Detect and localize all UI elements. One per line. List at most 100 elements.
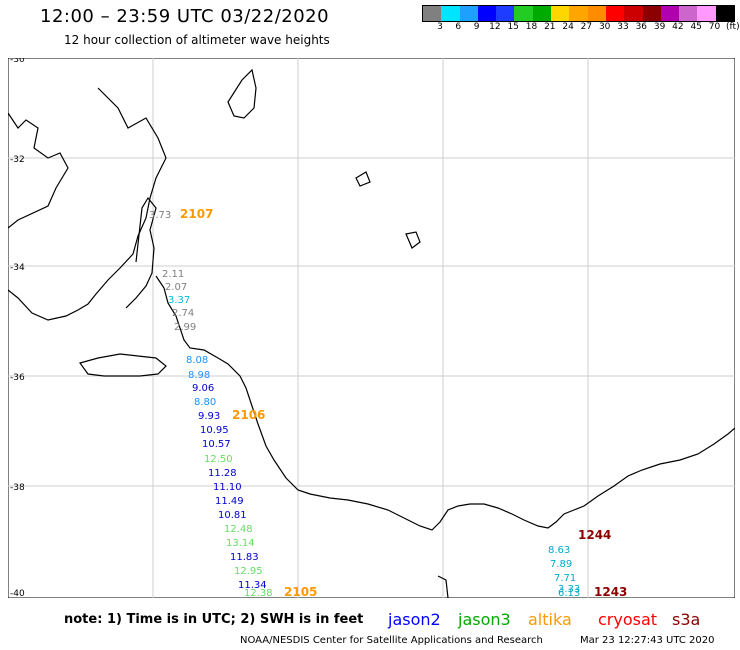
kangaroo-island (79, 353, 167, 377)
footer-note: note: 1) Time is in UTC; 2) SWH is in fe… (64, 612, 364, 627)
satellite-name: s3a (672, 610, 701, 629)
legend-swatch (459, 6, 478, 21)
legend-label: 24 (562, 22, 574, 32)
wave-height-label: 11.83 (230, 552, 259, 563)
latitude-labels: -30 -32 -34 -36 -38 -40 (10, 58, 25, 598)
wave-height-labels: 3.73 2107 2.11 2.07 3.37 2.74 2.99 8.08 8.98 9.06… (149, 207, 627, 598)
lake-outline-small (355, 171, 371, 187)
legend-swatch (496, 6, 515, 21)
satellite-name: altika (528, 610, 572, 629)
wave-height-label: 9.06 (192, 383, 214, 394)
wave-height-label: 2.74 (172, 308, 194, 319)
satellite-name: cryosat (598, 610, 658, 629)
wave-height-label: 12.38 (244, 588, 273, 598)
wave-height-label: 13.14 (226, 538, 255, 549)
legend-label: 42 (672, 22, 684, 32)
legend-label: 33 (617, 22, 629, 32)
wave-height-label: 11.28 (208, 468, 237, 479)
wave-height-label: 12.48 (224, 524, 253, 535)
wave-height-label: 12.95 (234, 566, 263, 577)
latitude-label: -38 (10, 483, 25, 493)
latitude-label: -36 (10, 373, 25, 383)
legend-label: 39 (653, 22, 666, 32)
legend-swatch (532, 6, 552, 21)
latitude-label: -34 (10, 263, 25, 273)
wave-height-label: 2.07 (165, 282, 187, 293)
legend-swatch (551, 6, 570, 21)
lake-outline (227, 68, 257, 119)
wave-height-label: 2.99 (174, 322, 196, 333)
legend-swatch (587, 6, 606, 21)
wave-height-label: 2107 (180, 207, 213, 221)
wave-height-label: 8.08 (186, 355, 208, 366)
latitude-label: -40 (10, 589, 25, 598)
lake-outline-small (405, 231, 421, 249)
legend-swatch (642, 6, 661, 21)
latitude-label: -32 (10, 155, 25, 165)
wave-height-label: 3.73 (149, 210, 171, 221)
yorke-peninsula (125, 196, 157, 309)
wave-height-label: 1243 (594, 585, 627, 598)
wave-height-label: 10.81 (218, 510, 247, 521)
king-island (437, 575, 449, 598)
wave-height-label: 6.13 (558, 588, 580, 598)
legend-label: 18 (525, 22, 538, 32)
legend-label: 3 (437, 22, 443, 32)
wave-height-label: 8.80 (194, 397, 216, 408)
legend-swatch (441, 6, 460, 21)
legend-swatch (697, 6, 716, 21)
footer-timestamp: Mar 23 12:27:43 UTC 2020 (580, 635, 715, 646)
legend-swatch (624, 6, 643, 21)
legend-label: 12 (489, 22, 501, 32)
legend-swatch (660, 6, 680, 21)
legend-swatch (477, 6, 497, 21)
wave-height-label: 11.34 (238, 580, 267, 591)
satellite-name: jason3 (458, 610, 511, 629)
legend-label: 21 (544, 22, 556, 32)
wave-height-label: 10.95 (200, 425, 229, 436)
gulf-coast-west (8, 87, 167, 321)
wave-height-label: 7.89 (550, 559, 572, 570)
legend-label: 36 (635, 22, 648, 32)
wave-height-label: 8.98 (188, 370, 210, 381)
satellite-name: jason2 (388, 610, 441, 629)
coastline (8, 68, 735, 598)
page-title: 12:00 – 23:59 UTC 03/22/2020 (40, 6, 330, 27)
victoria-coast (155, 275, 735, 531)
legend-labels: 3 6 9 12 15 18 21 24 27 30 33 36 39 42 45 70 (ft) (422, 22, 740, 34)
legend-label: 27 (580, 22, 593, 32)
legend-label: (ft) (726, 22, 740, 32)
map-canvas: -30-32-34-36-38-40 135138141144147150 3.… (8, 58, 735, 598)
legend-label: 9 (473, 22, 480, 32)
legend-label: 45 (690, 22, 702, 32)
legend-label: 15 (507, 22, 519, 32)
legend-label: 6 (455, 22, 462, 32)
legend-label: 70 (708, 22, 721, 32)
wave-height-label: 11.10 (213, 482, 242, 493)
wave-height-label: 3.33 (558, 584, 580, 595)
color-legend (422, 5, 735, 22)
wave-height-label: 1244 (578, 528, 611, 542)
legend-swatch (715, 6, 735, 21)
legend-swatch (679, 6, 698, 21)
legend-swatch (514, 6, 533, 21)
map-border (8, 58, 735, 598)
latitude-label: -30 (10, 58, 25, 65)
wave-height-label: 8.63 (548, 545, 570, 556)
wave-height-label: 2.11 (162, 269, 184, 280)
legend-swatch (423, 6, 442, 21)
legend-swatch (569, 6, 588, 21)
eyre-peninsula-coast (8, 112, 69, 229)
page-subtitle: 12 hour collection of altimeter wave hei… (64, 33, 330, 47)
legend-label: 30 (598, 22, 611, 32)
footer-credit: NOAA/NESDIS Center for Satellite Applica… (240, 635, 543, 646)
wave-height-label: 10.57 (202, 439, 231, 450)
wave-height-label: 3.37 (168, 295, 190, 306)
wave-height-label: 12.50 (204, 454, 233, 465)
legend-swatch (605, 6, 625, 21)
wave-height-label: 2106 (232, 408, 265, 422)
graticule (8, 58, 735, 598)
wave-height-label: 9.93 (198, 411, 220, 422)
wave-height-label: 11.49 (215, 496, 244, 507)
wave-height-label: 2105 (284, 585, 317, 598)
